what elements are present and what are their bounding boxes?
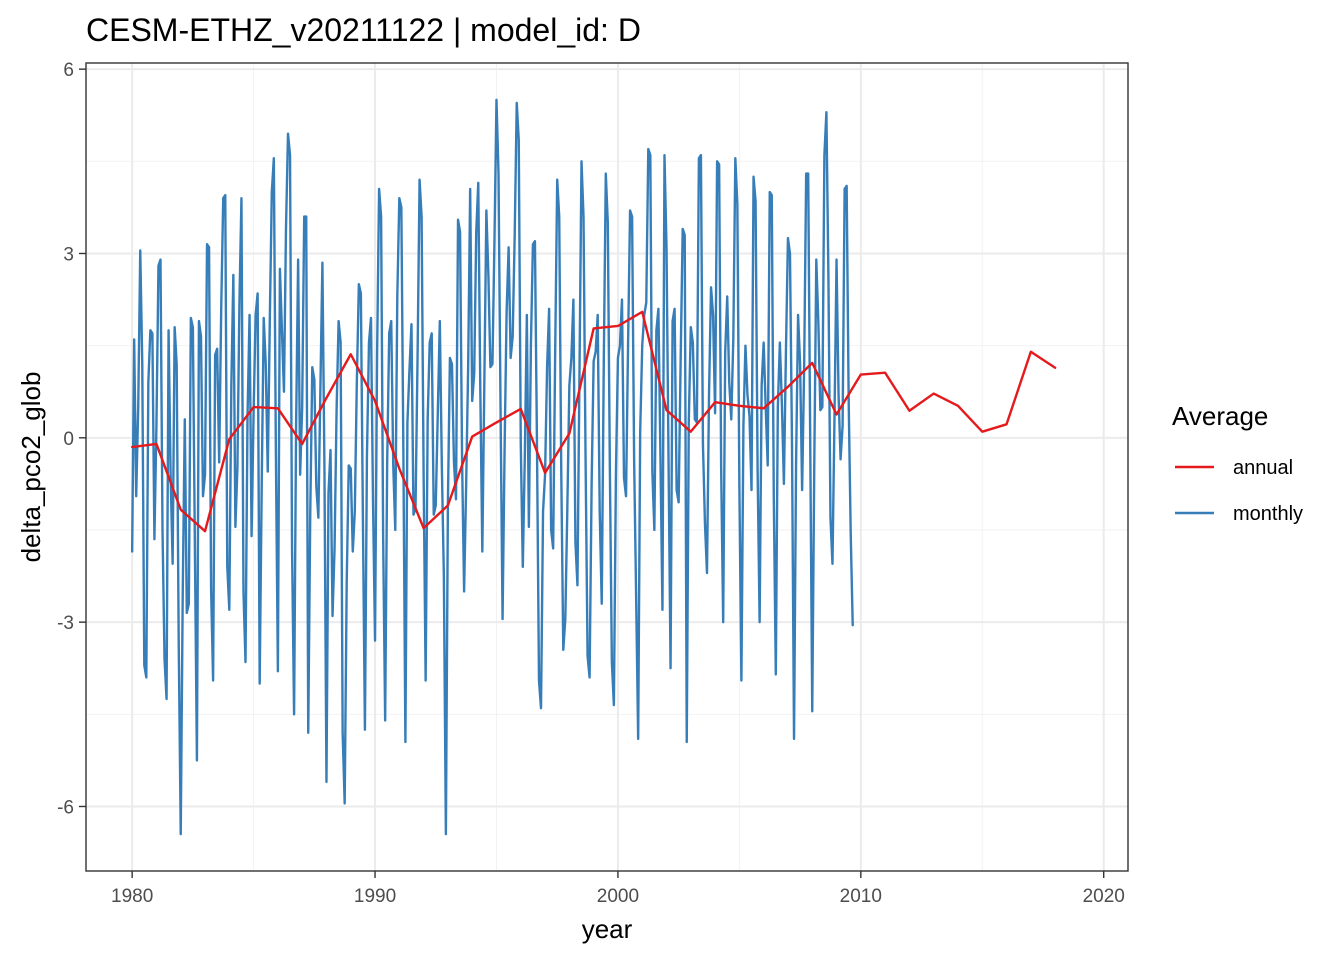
y-tick-label: -3 xyxy=(57,613,74,634)
y-tick-label: 6 xyxy=(63,60,74,81)
legend-item-annual: annual xyxy=(1175,457,1293,479)
legend-label-annual: annual xyxy=(1233,457,1293,479)
x-tick-label: 1990 xyxy=(354,886,396,907)
y-tick-label: 3 xyxy=(63,244,74,265)
y-axis: -6 -3 0 3 6 xyxy=(57,60,86,818)
y-axis-title: delta_pco2_glob xyxy=(16,372,46,563)
legend-label-monthly: monthly xyxy=(1233,503,1303,525)
x-axis: 1980 1990 2000 2010 2020 xyxy=(111,871,1125,907)
x-axis-title: year xyxy=(582,914,633,944)
grid-major xyxy=(86,63,1128,871)
series-layer xyxy=(130,98,1057,836)
x-tick-label: 2010 xyxy=(840,886,882,907)
panel-border xyxy=(85,62,1129,872)
y-tick-label: -6 xyxy=(57,797,74,818)
plot-panel xyxy=(85,62,1129,872)
x-tick-label: 2020 xyxy=(1083,886,1125,907)
legend-item-monthly: monthly xyxy=(1175,503,1303,525)
x-tick-label: 1980 xyxy=(111,886,153,907)
series-line-monthly xyxy=(130,98,854,836)
chart-title: CESM-ETHZ_v20211122 | model_id: D xyxy=(86,12,641,48)
series-line-annual xyxy=(130,310,1057,533)
x-tick-label: 2000 xyxy=(597,886,639,907)
y-tick-label: 0 xyxy=(63,429,74,450)
legend: Average annual monthly xyxy=(1172,401,1303,525)
legend-title: Average xyxy=(1172,401,1268,431)
